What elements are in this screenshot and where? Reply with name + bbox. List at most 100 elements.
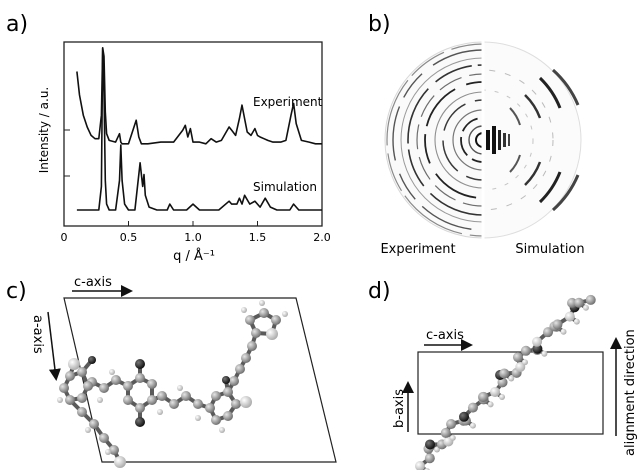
atom [223, 387, 233, 397]
series-line-simulation [76, 46, 322, 211]
atom [520, 345, 531, 356]
atom [77, 407, 87, 417]
panel-label-b: b) [368, 12, 391, 37]
atom [177, 385, 183, 391]
atom [467, 402, 478, 413]
atom [85, 427, 91, 433]
atom [564, 311, 575, 322]
atom [478, 391, 489, 402]
atom [68, 358, 80, 370]
atom [147, 379, 157, 389]
atom [552, 319, 563, 330]
atom [99, 383, 109, 393]
molecule-d [415, 294, 596, 470]
atom [65, 395, 75, 405]
atom [425, 439, 436, 450]
x-tick-label: 2.0 [313, 231, 331, 244]
atom [585, 294, 596, 305]
c-axis-label-d: c-axis [426, 328, 464, 343]
atom [135, 403, 145, 413]
unit-cell-outline [63, 297, 337, 463]
atom [77, 367, 87, 377]
atom [490, 386, 501, 397]
atom [88, 356, 96, 364]
chart-panel-a: 0 0.5 1.0 1.5 2.0 Experiment Simulation q / … [37, 41, 331, 264]
atom [89, 419, 99, 429]
atom [508, 375, 515, 382]
atom [83, 381, 93, 391]
atom [111, 375, 121, 385]
x-tick-label: 0.5 [120, 231, 138, 244]
series-line-experiment [76, 47, 322, 145]
atom [135, 373, 145, 383]
atom [211, 415, 221, 425]
atom [259, 300, 265, 306]
diffraction-panel-b: Experiment Simulation [380, 40, 585, 257]
atom [446, 419, 457, 430]
diffraction-label-experiment: Experiment [380, 242, 455, 257]
atom [241, 353, 251, 363]
atom [582, 304, 589, 311]
alignment-direction-label: alignment direction [623, 329, 638, 456]
atom [99, 433, 109, 443]
atom [157, 409, 163, 415]
atom [266, 328, 278, 340]
x-tick-label: 0 [61, 231, 68, 244]
atom [240, 396, 252, 408]
atom [135, 417, 145, 427]
atom [123, 395, 133, 405]
atom [567, 297, 578, 308]
atom [271, 315, 281, 325]
atom [57, 397, 63, 403]
diffraction-simulation-pattern [483, 41, 582, 239]
atom [424, 453, 435, 464]
atom [512, 352, 523, 363]
atom [105, 449, 111, 455]
crystal-structure-panel-c: c-axis a-axis [30, 275, 337, 468]
diffraction-experiment-pattern [384, 41, 483, 239]
atom [59, 383, 69, 393]
molecule-c [57, 300, 288, 468]
atom [487, 401, 494, 408]
crystal-structure-panel-d: c-axis b-axis alignment direction [392, 294, 638, 470]
y-axis-label: Intensity / a.u. [37, 87, 51, 174]
atom [147, 395, 157, 405]
a-axis-label: a-axis [30, 315, 45, 354]
atom [573, 297, 584, 308]
atom [573, 318, 580, 325]
c-axis-label: c-axis [74, 275, 112, 290]
atom [222, 376, 230, 384]
atom [193, 399, 203, 409]
atom [469, 422, 476, 429]
atom [205, 403, 215, 413]
atom [97, 397, 103, 403]
atom [109, 369, 115, 375]
diffraction-label-simulation: Simulation [515, 242, 584, 257]
panel-label-a: a) [6, 12, 28, 37]
atom [247, 341, 257, 351]
atom [241, 307, 247, 313]
atom [543, 327, 554, 338]
panel-label-c: c) [6, 279, 27, 304]
series-label-experiment: Experiment [253, 95, 323, 109]
atom [415, 461, 425, 470]
atom [541, 350, 548, 357]
atom [235, 364, 245, 374]
a-axis-arrow [47, 311, 61, 381]
x-axis-label: q / Å⁻¹ [173, 248, 215, 264]
unit-cell-outline-d [417, 351, 604, 435]
b-axis-label: b-axis [392, 389, 407, 428]
atom [181, 391, 191, 401]
atom [231, 399, 241, 409]
atom [195, 415, 201, 421]
atom [282, 311, 288, 317]
atom [515, 361, 526, 372]
atom [135, 359, 145, 369]
atom [245, 315, 255, 325]
atom [65, 371, 75, 381]
panel-label-d: d) [368, 279, 391, 304]
atom [499, 393, 506, 400]
atom [109, 445, 119, 455]
atom [169, 399, 179, 409]
